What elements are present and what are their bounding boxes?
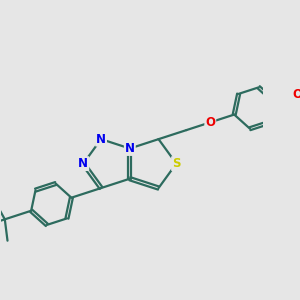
Text: S: S	[172, 157, 181, 170]
Text: N: N	[125, 142, 135, 155]
Text: O: O	[292, 88, 300, 100]
Text: O: O	[205, 116, 215, 129]
Text: N: N	[78, 157, 88, 170]
Text: N: N	[96, 133, 106, 146]
